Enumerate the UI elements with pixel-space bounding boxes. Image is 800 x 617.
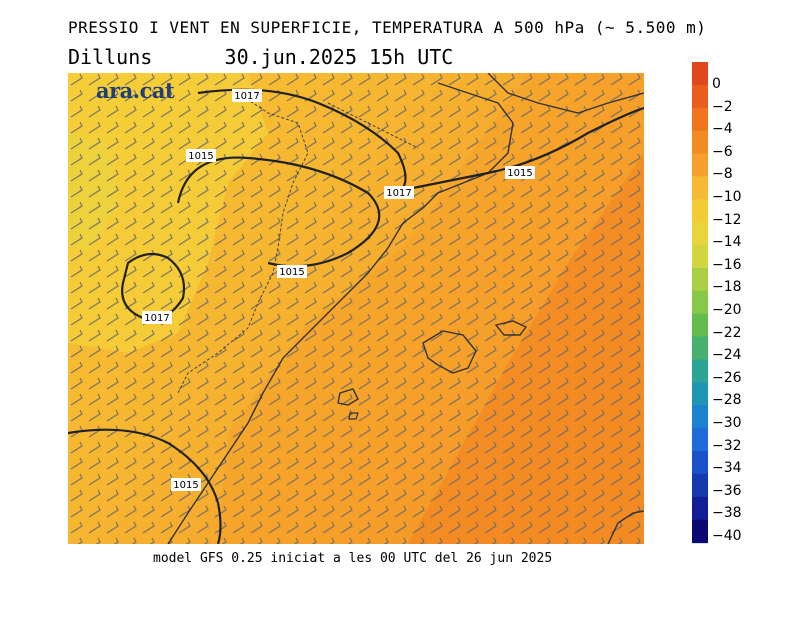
colorbar-segment [692,451,708,475]
colorbar-segment [692,496,708,521]
colorbar-segment [692,473,708,498]
colorbar-segment [692,382,708,406]
map-title: PRESSIO I VENT EN SUPERFICIE, TEMPERATUR… [68,18,707,37]
weather-map: 1017 1015 1017 1015 1015 1017 1015 [68,73,644,544]
svg-text:1015: 1015 [188,151,213,162]
island-ibiza [337,388,359,406]
coastline-north [487,73,644,114]
colorbar-segment [692,176,708,200]
colorbar-segment [692,245,708,269]
colorbar-label: −16 [712,256,742,273]
island-menorca [494,320,528,336]
colorbar-label: −18 [712,279,742,296]
isobar-label: 1015 [171,478,201,491]
colorbar-label: −24 [712,347,742,364]
colorbar-segment [692,199,708,223]
colorbar-segment [692,84,708,109]
colorbar-label: −28 [712,392,742,409]
colorbar-label: −32 [712,437,742,454]
temperature-colorbar [692,62,708,544]
colorbar-segment [692,428,708,452]
colorbar-segment [692,222,708,246]
colorbar-label: 0 [712,76,721,92]
forecast-datetime: Dilluns 30.jun.2025 15h UTC [68,45,453,69]
colorbar-label: −4 [712,121,733,138]
isobar-line [387,106,644,195]
isobar-label: 1015 [277,265,307,278]
isobar-line [121,252,186,320]
border-line [177,92,309,394]
colorbar-segment [692,290,708,315]
model-info: model GFS 0.25 iniciat a les 00 UTC del … [153,551,553,566]
colorbar-label: −14 [712,234,742,251]
coastline [167,82,514,544]
isobar-line [68,428,222,544]
ara-cat-logo: ara.cat [96,78,175,103]
wind-barbs [68,73,644,544]
colorbar-label: −12 [712,211,742,228]
colorbar-label: −36 [712,482,742,499]
colorbar-segment [692,336,708,361]
forecast-day: Dilluns [68,45,153,69]
colorbar-label: −34 [712,460,742,477]
colorbar-label: −6 [712,143,733,160]
colorbar-segment [692,62,708,86]
colorbar-segment [692,267,708,292]
svg-text:1017: 1017 [234,91,259,102]
colorbar-label: −26 [712,369,742,386]
colorbar-segment [692,107,708,132]
colorbar-segment [692,153,708,178]
island-formentera [348,412,359,420]
colorbar-segment [692,519,708,544]
svg-text:1017: 1017 [386,188,411,199]
colorbar-label: −22 [712,324,742,341]
colorbar-label: −20 [712,302,742,318]
border-line [327,102,419,149]
isobar-label: 1017 [384,186,414,199]
colorbar-label: −8 [712,166,733,183]
svg-text:1015: 1015 [173,480,198,491]
colorbar-label: −10 [712,189,742,205]
isobar-label: 1015 [505,166,535,179]
colorbar-segment [692,405,708,429]
svg-text:1015: 1015 [507,168,532,179]
svg-text:1017: 1017 [144,313,169,324]
colorbar-label: −2 [712,98,733,115]
colorbar-label: −30 [712,415,742,431]
isobar-label: 1017 [232,89,262,102]
isobar-label: 1015 [186,149,216,162]
svg-text:1015: 1015 [279,267,304,278]
coastline-sardinia [607,510,644,544]
colorbar-segment [692,313,708,338]
isobar-label: 1017 [142,311,172,324]
colorbar-segment [692,359,708,383]
forecast-date: 30.jun.2025 15h UTC [224,45,454,69]
colorbar-segment [692,130,708,155]
colorbar-label: −38 [712,505,742,522]
island-mallorca [422,330,477,374]
colorbar-label: −40 [712,528,742,544]
